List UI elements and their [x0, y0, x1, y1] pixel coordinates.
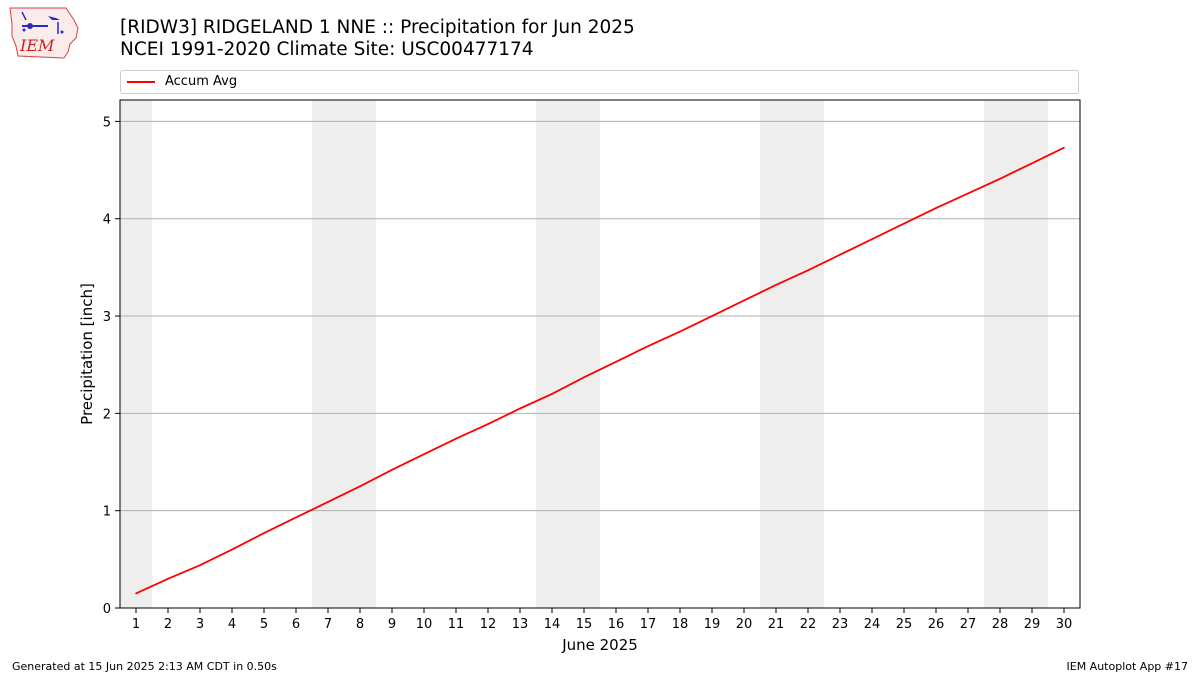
data-point: [487, 423, 489, 425]
data-point: [647, 345, 649, 348]
data-point: [359, 485, 361, 488]
chart-title: [RIDW3] RIDGELAND 1 NNE :: Precipitation…: [120, 17, 635, 61]
x-tick-label: 25: [896, 617, 913, 632]
x-tick-label: 14: [544, 617, 561, 632]
x-tick-label: 28: [992, 617, 1009, 632]
x-tick-label: 6: [292, 617, 300, 632]
data-point: [551, 393, 553, 395]
y-tick-label: 0: [103, 602, 111, 617]
data-point: [231, 548, 233, 551]
iem-logo: IEM: [8, 6, 80, 60]
x-tick-label: 13: [512, 617, 529, 632]
x-tick-label: 26: [928, 617, 945, 632]
data-point: [455, 437, 457, 440]
data-point: [135, 592, 137, 595]
x-tick-label: 19: [704, 617, 721, 632]
gridlines: [120, 120, 1080, 512]
data-point: [935, 207, 937, 209]
x-tick-label: 22: [800, 617, 817, 632]
data-point: [423, 453, 425, 456]
x-tick-label: 21: [768, 617, 785, 632]
data-point: [903, 222, 905, 225]
y-tick-label: 5: [103, 115, 111, 130]
data-point: [711, 315, 713, 317]
data-point: [1031, 162, 1033, 165]
data-point: [167, 578, 169, 580]
data-point: [615, 360, 617, 363]
x-tick-label: 1: [132, 617, 140, 632]
series-line-0: [135, 146, 1065, 595]
data-point: [263, 532, 265, 534]
weekend-band-2: [536, 100, 600, 608]
x-tick-label: 12: [480, 617, 497, 632]
y-tick-label: 1: [103, 505, 111, 520]
data-point: [295, 516, 297, 519]
x-tick-label: 3: [196, 617, 204, 632]
x-tick-label: 11: [448, 617, 465, 632]
y-tick-label: 4: [103, 213, 111, 228]
x-tick-label: 5: [260, 617, 268, 632]
x-tick-label: 29: [1024, 617, 1041, 632]
x-tick-label: 15: [576, 617, 593, 632]
x-tick-label: 4: [228, 617, 236, 632]
data-point: [999, 178, 1001, 180]
legend-label-accum-avg: Accum Avg: [165, 74, 238, 89]
legend-swatch-accum-avg: [127, 81, 155, 83]
footer-app: IEM Autoplot App #17: [1066, 660, 1189, 673]
y-axis-label: Precipitation [inch]: [78, 283, 96, 425]
data-point: [583, 376, 585, 379]
plot-area-frame: [119, 99, 1081, 609]
weekend-band-4: [984, 100, 1048, 608]
iowa-map-icon: [9, 7, 79, 59]
x-tick-label: 10: [416, 617, 433, 632]
footer-generated: Generated at 15 Jun 2025 2:13 AM CDT in …: [12, 660, 277, 673]
logo-text: IEM: [20, 36, 55, 55]
weekend-band-0: [120, 100, 152, 608]
data-point: [871, 238, 873, 240]
legend: Accum Avg: [120, 70, 1079, 94]
x-tick-label: 23: [832, 617, 849, 632]
data-point: [743, 299, 745, 302]
y-axis-ticks: 0 1 2 3 4 5: [103, 115, 120, 617]
x-tick-label: 30: [1056, 617, 1073, 632]
x-tick-label: 24: [864, 617, 881, 632]
chart-title-line2: NCEI 1991-2020 Climate Site: USC00477174: [120, 39, 534, 60]
data-point: [519, 407, 521, 410]
weekend-shading: [120, 100, 1048, 608]
x-tick-label: 27: [960, 617, 977, 632]
x-tick-label: 9: [388, 617, 396, 632]
data-point: [807, 269, 809, 272]
x-tick-label: 17: [640, 617, 657, 632]
data-point: [967, 192, 969, 195]
data-point: [679, 330, 681, 333]
weekend-band-3: [760, 100, 824, 608]
x-axis-ticks: 1 2 3 4 5 6 7 8 9 10 11 12 13 14 15 16 17 18 19 20 21 22 23 24 2…: [132, 608, 1072, 632]
x-axis-label: June 2025: [561, 636, 638, 654]
weekend-band-1: [312, 100, 376, 608]
x-tick-label: 2: [164, 617, 172, 632]
data-point: [1063, 146, 1065, 149]
data-point: [327, 501, 329, 503]
x-tick-label: 16: [608, 617, 625, 632]
data-point: [199, 564, 201, 566]
y-tick-label: 2: [103, 407, 111, 422]
x-tick-label: 8: [356, 617, 364, 632]
data-point: [391, 469, 393, 471]
series-layer: [135, 146, 1065, 595]
data-point: [775, 284, 777, 286]
x-tick-label: 20: [736, 617, 753, 632]
x-tick-label: 7: [324, 617, 332, 632]
x-tick-label: 18: [672, 617, 689, 632]
chart-title-line1: [RIDW3] RIDGELAND 1 NNE :: Precipitation…: [120, 17, 635, 38]
data-point: [839, 253, 841, 256]
y-tick-label: 3: [103, 310, 111, 325]
